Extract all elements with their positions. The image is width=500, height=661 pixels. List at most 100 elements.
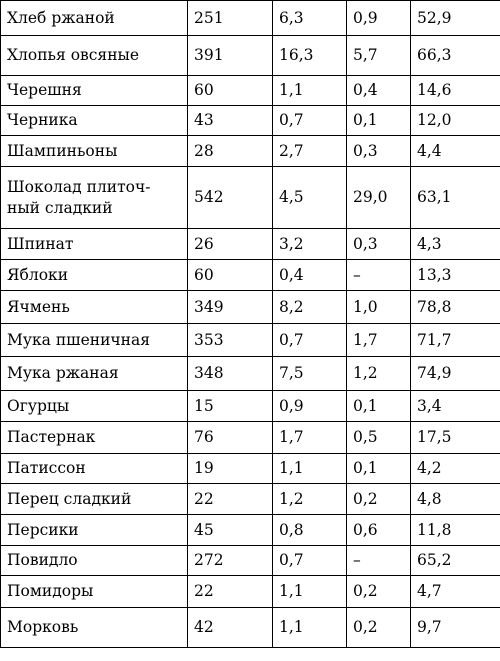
table-row: Черешня 60 1,1 0,4 14,6 [0,75,500,106]
fat-cell: 0,2 [346,483,411,515]
fat-cell: 0,3 [346,135,411,167]
fat-cell: 0,6 [346,514,411,546]
table-row: Огурцы 15 0,9 0,1 3,4 [0,390,500,422]
energy-cell: 42 [187,607,273,648]
carbs-cell: 4,3 [410,228,500,260]
energy-cell: 76 [187,421,273,454]
product-name-cell: Патиссон [0,453,188,484]
product-name-cell: Перец сладкий [0,483,188,515]
carbs-cell: 13,3 [410,259,500,291]
fat-cell: 5,7 [346,35,411,76]
carbs-cell: 11,8 [410,514,500,546]
carbs-cell: 71,7 [410,323,500,357]
energy-cell: 391 [187,35,273,76]
energy-cell: 43 [187,105,273,136]
protein-cell: 3,2 [272,228,347,260]
product-name-cell: Персики [0,514,188,546]
protein-cell: 0,9 [272,390,347,422]
product-name-cell: Шампиньоны [0,135,188,167]
product-name-cell: Помидоры [0,575,188,608]
product-name-cell: Хлеб ржаной [0,0,188,36]
energy-cell: 22 [187,575,273,608]
table-row: Хлеб ржаной 251 6,3 0,9 52,9 [0,0,500,36]
carbs-cell: 17,5 [410,421,500,454]
product-name-cell: Мука ржаная [0,356,188,391]
table-row: Помидоры 22 1,1 0,2 4,7 [0,575,500,608]
carbs-cell: 12,0 [410,105,500,136]
protein-cell: 0,7 [272,323,347,357]
fat-cell: 0,5 [346,421,411,454]
carbs-cell: 14,6 [410,75,500,106]
fat-cell: 0,1 [346,390,411,422]
energy-cell: 251 [187,0,273,36]
table-row: Мука ржаная 348 7,5 1,2 74,9 [0,356,500,391]
carbs-cell: 4,8 [410,483,500,515]
table-row: Морковь 42 1,1 0,2 9,7 [0,607,500,648]
table-row: Яблоки 60 0,4–13,3 [0,259,500,291]
table-row: Черника 43 0,7 0,1 12,0 [0,105,500,136]
carbs-cell: 52,9 [410,0,500,36]
fat-cell: 0,1 [346,105,411,136]
table-row: Шоколад плиточ- ный сладкий 542 4,5 29,0 63,… [0,166,500,229]
energy-cell: 349 [187,290,273,324]
protein-cell: 1,1 [272,607,347,648]
energy-cell: 60 [187,75,273,106]
protein-cell: 0,4 [272,259,347,291]
energy-cell: 542 [187,166,273,229]
fat-cell: 0,9 [346,0,411,36]
protein-cell: 1,7 [272,421,347,454]
carbs-cell: 4,4 [410,135,500,167]
fat-cell: 0,1 [346,453,411,484]
table-row: Мука пшеничная 353 0,7 1,7 71,7 [0,323,500,357]
carbs-cell: 74,9 [410,356,500,391]
product-name-cell: Черника [0,105,188,136]
protein-cell: 1,1 [272,575,347,608]
product-name-cell: Шоколад плиточ- ный сладкий [0,166,188,229]
protein-cell: 6,3 [272,0,347,36]
carbs-cell: 63,1 [410,166,500,229]
energy-cell: 353 [187,323,273,357]
fat-cell: – [346,259,411,291]
carbs-cell: 4,7 [410,575,500,608]
product-name-cell: Яблоки [0,259,188,291]
table-row: Персики 45 0,8 0,6 11,8 [0,514,500,546]
protein-cell: 0,7 [272,105,347,136]
table-row: Повидло 272 0,7–65,2 [0,545,500,576]
product-name-cell: Повидло [0,545,188,576]
table-row: Хлопья овсяные 391 16,3 5,7 66,3 [0,35,500,76]
protein-cell: 8,2 [272,290,347,324]
table-row: Ячмень 349 8,2 1,0 78,8 [0,290,500,324]
table-row: Пастернак 76 1,7 0,5 17,5 [0,421,500,454]
fat-cell: 0,4 [346,75,411,106]
fat-cell: 0,2 [346,575,411,608]
energy-cell: 22 [187,483,273,515]
protein-cell: 0,8 [272,514,347,546]
energy-cell: 26 [187,228,273,260]
product-name-cell: Ячмень [0,290,188,324]
fat-cell: 1,2 [346,356,411,391]
table-row: Патиссон 19 1,1 0,1 4,2 [0,453,500,484]
product-name-cell: Морковь [0,607,188,648]
energy-cell: 15 [187,390,273,422]
carbs-cell: 78,8 [410,290,500,324]
fat-cell: 0,2 [346,607,411,648]
protein-cell: 1,1 [272,75,347,106]
product-name-cell: Черешня [0,75,188,106]
product-name-cell: Шпинат [0,228,188,260]
energy-cell: 348 [187,356,273,391]
fat-cell: 1,0 [346,290,411,324]
product-name-cell: Хлопья овсяные [0,35,188,76]
energy-cell: 272 [187,545,273,576]
energy-cell: 60 [187,259,273,291]
energy-cell: 45 [187,514,273,546]
fat-cell: 1,7 [346,323,411,357]
product-name-cell: Огурцы [0,390,188,422]
carbs-cell: 9,7 [410,607,500,648]
fat-cell: 0,3 [346,228,411,260]
carbs-cell: 65,2 [410,545,500,576]
table-row: Шампиньоны 28 2,7 0,3 4,4 [0,135,500,167]
protein-cell: 2,7 [272,135,347,167]
product-name-cell: Пастернак [0,421,188,454]
protein-cell: 1,2 [272,483,347,515]
